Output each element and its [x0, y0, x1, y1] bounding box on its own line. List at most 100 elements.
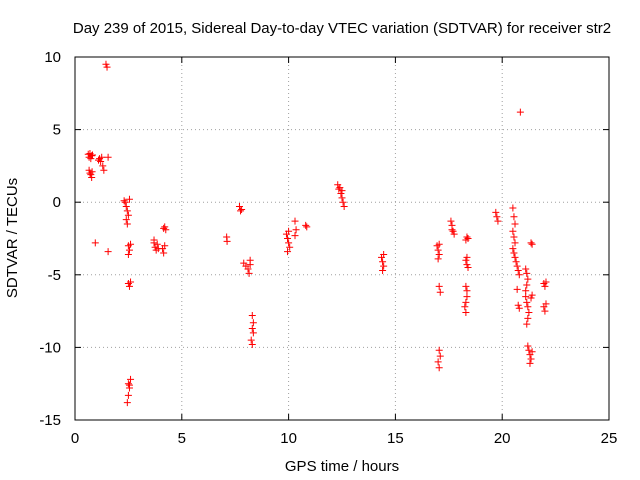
data-point-marker [512, 258, 520, 266]
data-point-marker [448, 226, 456, 234]
data-point-marker [87, 155, 95, 163]
data-point-marker [513, 285, 521, 293]
x-tick-label: 20 [494, 430, 511, 447]
y-tick-label: -5 [48, 267, 61, 284]
y-tick-label: 0 [53, 194, 61, 211]
data-point-marker [91, 239, 99, 247]
data-point-marker [450, 230, 458, 238]
data-point-marker [509, 227, 517, 235]
data-point-marker [527, 239, 535, 247]
data-point-marker [515, 271, 523, 279]
data-point-marker [523, 269, 531, 277]
data-point-marker [99, 162, 107, 170]
x-axis-label: GPS time / hours [285, 458, 399, 475]
data-point-marker [335, 185, 343, 193]
data-point-marker [125, 195, 133, 203]
x-tick-label: 10 [280, 430, 297, 447]
data-point-marker [525, 346, 533, 354]
data-point-marker [102, 60, 110, 68]
data-point-marker [434, 255, 442, 263]
data-point-marker [237, 207, 245, 215]
data-point-marker [542, 300, 550, 308]
data-point-marker [97, 158, 105, 166]
plot-frame [74, 56, 610, 421]
data-point-marker [522, 293, 530, 301]
data-point-marker [447, 217, 455, 225]
y-tick-label: 10 [44, 49, 61, 66]
data-point-marker [524, 303, 532, 311]
data-point-marker [124, 250, 132, 258]
data-point-marker [510, 249, 518, 257]
data-point-marker [436, 352, 444, 360]
data-point-marker [435, 250, 443, 258]
data-point-marker [246, 256, 254, 264]
data-point-marker [248, 325, 256, 333]
data-point-marker [462, 298, 470, 306]
data-point-marker [122, 216, 130, 224]
data-point-marker [162, 226, 170, 234]
data-point-marker [291, 232, 299, 240]
data-point-marker [525, 309, 533, 317]
x-tick-label: 5 [178, 430, 186, 447]
data-point-marker [435, 240, 443, 248]
data-point-marker [150, 236, 158, 244]
data-point-marker [160, 249, 168, 257]
data-point-marker [98, 153, 106, 161]
data-point-marker [124, 211, 132, 219]
data-point-marker [338, 187, 346, 195]
data-point-marker [509, 204, 517, 212]
data-point-marker [286, 243, 294, 251]
data-point-marker [462, 256, 470, 264]
data-point-marker [284, 248, 292, 256]
data-point-marker [161, 242, 169, 250]
data-point-marker [528, 240, 536, 248]
data-point-marker [244, 265, 252, 273]
data-point-marker [292, 226, 300, 234]
data-point-marker [463, 253, 471, 261]
data-point-marker [223, 237, 231, 245]
data-point-marker [339, 198, 347, 206]
data-point-marker [87, 171, 95, 179]
data-point-marker [127, 240, 135, 248]
data-point-marker [527, 355, 535, 363]
data-point-marker [523, 320, 531, 328]
data-point-marker [124, 391, 132, 399]
data-point-marker [123, 220, 131, 228]
data-point-marker [85, 166, 93, 174]
data-point-marker [494, 217, 502, 225]
data-point-marker [284, 235, 292, 242]
data-point-marker [510, 233, 518, 241]
data-point-marker [247, 336, 255, 344]
data-point-marker [524, 342, 532, 350]
y-axis-label: SDTVAR / TECUs [4, 178, 21, 298]
data-point-marker [248, 340, 256, 348]
y-tick-label: -15 [39, 412, 61, 429]
data-point-marker [462, 309, 470, 317]
data-point-marker [522, 265, 530, 273]
data-point-marker [434, 246, 442, 254]
data-point-marker [123, 399, 131, 407]
data-point-marker [463, 261, 471, 269]
data-point-marker [84, 150, 92, 158]
data-point-marker [493, 213, 501, 221]
chart-title: Day 239 of 2015, Sidereal Day-to-day VTE… [73, 20, 611, 37]
data-point-marker [464, 235, 472, 242]
data-point-marker [464, 264, 472, 272]
data-point-marker [285, 227, 293, 235]
data-point-marker [127, 375, 135, 383]
data-point-marker [89, 151, 97, 159]
data-point-marker [380, 262, 388, 270]
data-point-marker [103, 63, 111, 71]
data-point-marker [104, 153, 112, 161]
data-point-marker [379, 266, 387, 274]
data-point-marker [436, 288, 444, 296]
data-point-marker [291, 217, 299, 225]
data-point-marker [380, 250, 388, 258]
data-point-marker [523, 298, 531, 306]
data-point-marker [435, 346, 443, 354]
data-point-marker [492, 208, 500, 216]
data-point-marker [528, 348, 536, 356]
data-point-marker [515, 304, 523, 312]
y-tick-label: -10 [39, 339, 61, 356]
